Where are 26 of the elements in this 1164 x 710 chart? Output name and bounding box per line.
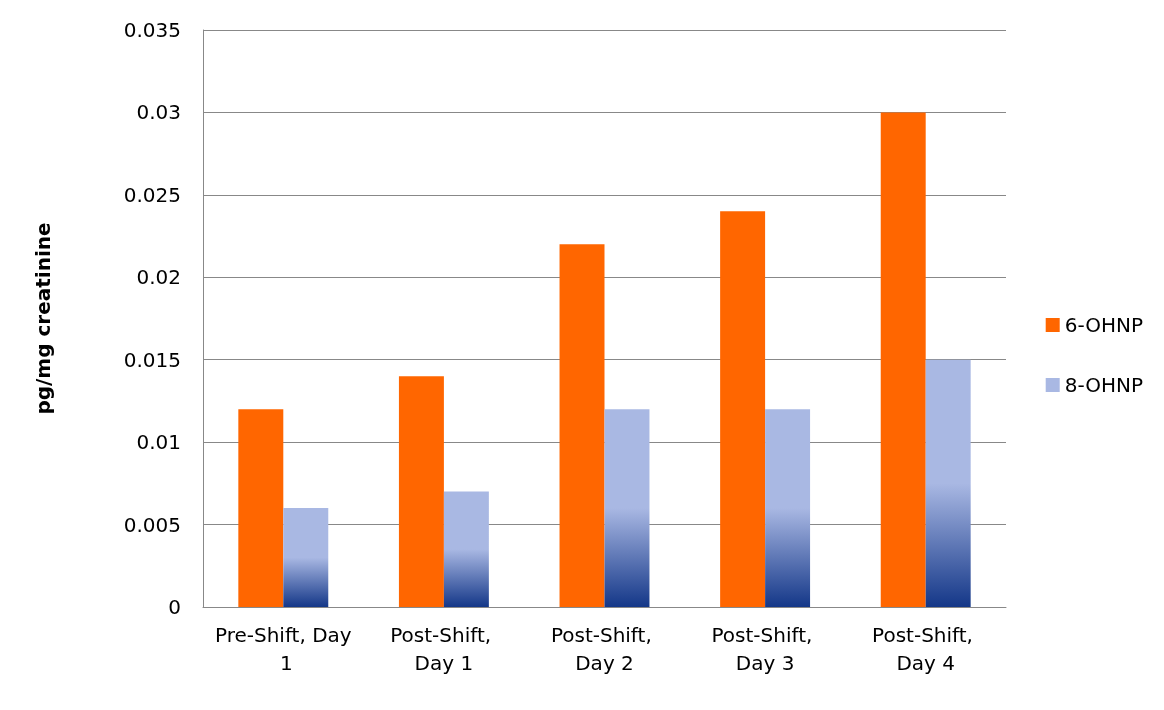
bar — [443, 491, 489, 607]
legend-label: 8-OHNP — [1064, 373, 1144, 397]
bar — [283, 508, 329, 607]
y-tick-label: 0 — [168, 595, 181, 619]
bar — [720, 211, 766, 607]
bar — [604, 409, 650, 607]
y-tick-label: 0.01 — [136, 430, 181, 455]
x-tick-label: Post-Shift, Day 1 — [390, 623, 498, 675]
bar — [238, 409, 284, 607]
bar — [880, 112, 926, 607]
x-tick-label: Pre-Shift, Day 1 — [214, 623, 352, 675]
bar — [398, 376, 444, 607]
x-tick-label: Post-Shift, Day 3 — [711, 623, 819, 675]
bar — [765, 409, 811, 607]
bar — [925, 359, 971, 607]
y-tick-label: 0.035 — [123, 18, 181, 42]
y-tick-label: 0.02 — [136, 265, 181, 290]
y-tick-label: 0.005 — [123, 512, 181, 537]
bar — [559, 244, 605, 607]
x-tick-label: Post-Shift, Day 4 — [872, 623, 980, 675]
y-tick-label: 0.025 — [123, 182, 181, 207]
legend-label: 6-OHNP — [1064, 313, 1144, 337]
y-tick-label: 0.03 — [136, 100, 181, 125]
y-axis-title: pg/mg creatinine — [31, 222, 55, 415]
y-tick-label: 0.015 — [123, 347, 181, 372]
x-tick-label: Post-Shift, Day 2 — [550, 623, 659, 675]
